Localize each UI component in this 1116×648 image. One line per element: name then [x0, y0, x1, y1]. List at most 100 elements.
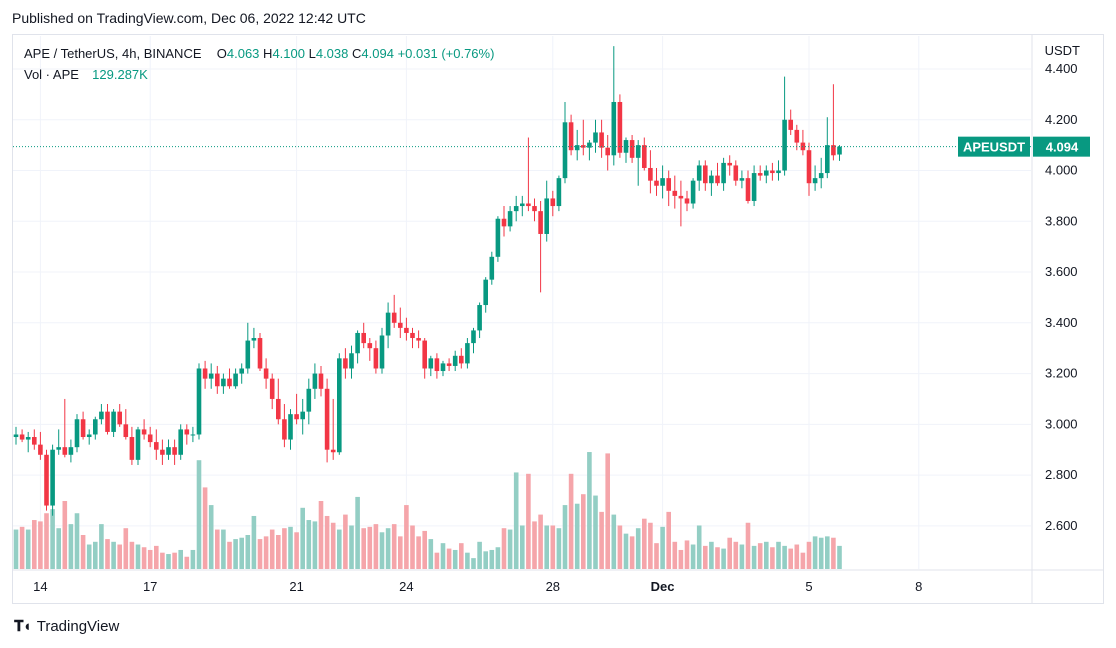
candle[interactable]: [215, 365, 220, 394]
candle[interactable]: [721, 157, 726, 191]
candle[interactable]: [709, 170, 714, 196]
candle[interactable]: [184, 424, 190, 445]
candle[interactable]: [422, 338, 427, 379]
candle[interactable]: [410, 327, 415, 349]
candle[interactable]: [507, 206, 513, 232]
candle[interactable]: [806, 142, 812, 196]
candle[interactable]: [684, 190, 690, 212]
candle[interactable]: [459, 348, 464, 369]
candle[interactable]: [629, 134, 635, 163]
candle[interactable]: [373, 340, 379, 374]
candle[interactable]: [562, 101, 568, 184]
candle[interactable]: [599, 119, 604, 158]
candle[interactable]: [367, 338, 373, 361]
candle[interactable]: [251, 327, 257, 349]
candle[interactable]: [86, 429, 92, 445]
candle[interactable]: [93, 416, 98, 440]
candle[interactable]: [13, 426, 19, 445]
candle[interactable]: [587, 140, 592, 161]
chart-frame[interactable]: [12, 34, 1104, 604]
candle[interactable]: [385, 302, 391, 349]
candle[interactable]: [837, 145, 842, 161]
candle[interactable]: [568, 114, 574, 156]
tradingview-logo[interactable]: 𝐓◖ TradingView: [14, 618, 119, 635]
candle[interactable]: [794, 124, 800, 151]
candle[interactable]: [123, 409, 129, 440]
candle[interactable]: [349, 345, 354, 379]
candle[interactable]: [99, 404, 104, 425]
candle[interactable]: [361, 322, 366, 349]
candle[interactable]: [111, 409, 116, 438]
candle[interactable]: [593, 119, 598, 153]
candle[interactable]: [294, 393, 299, 425]
volume-label[interactable]: Vol · APE: [24, 67, 79, 82]
candle[interactable]: [38, 431, 43, 460]
candle[interactable]: [398, 307, 403, 339]
candle[interactable]: [513, 195, 519, 222]
candle[interactable]: [276, 378, 281, 425]
candle[interactable]: [538, 200, 543, 293]
candle[interactable]: [782, 76, 787, 176]
candle[interactable]: [141, 419, 147, 440]
candle[interactable]: [550, 190, 556, 217]
candle[interactable]: [770, 162, 775, 181]
candle[interactable]: [703, 160, 708, 191]
candle[interactable]: [581, 119, 586, 156]
candle[interactable]: [208, 363, 214, 389]
candle[interactable]: [751, 165, 757, 207]
candle[interactable]: [135, 426, 141, 465]
candle[interactable]: [147, 426, 153, 448]
candle[interactable]: [739, 170, 745, 189]
candle[interactable]: [50, 444, 55, 516]
candle[interactable]: [477, 302, 482, 339]
candle[interactable]: [233, 368, 238, 389]
candle[interactable]: [312, 363, 318, 399]
candle[interactable]: [263, 358, 269, 389]
candle[interactable]: [105, 404, 110, 435]
candle[interactable]: [660, 165, 665, 199]
candle[interactable]: [654, 167, 659, 196]
candle[interactable]: [623, 137, 629, 163]
candle[interactable]: [745, 170, 751, 204]
candle[interactable]: [117, 404, 122, 427]
candle[interactable]: [642, 137, 647, 171]
candle[interactable]: [154, 429, 159, 460]
candle[interactable]: [605, 134, 610, 171]
candle[interactable]: [672, 175, 678, 209]
candle[interactable]: [635, 140, 641, 186]
candle[interactable]: [757, 165, 763, 181]
candle[interactable]: [68, 439, 74, 463]
candle[interactable]: [831, 84, 836, 161]
candle[interactable]: [129, 426, 135, 465]
candle[interactable]: [428, 355, 434, 377]
candle[interactable]: [221, 373, 226, 394]
candle[interactable]: [330, 398, 336, 460]
candle[interactable]: [733, 160, 739, 186]
candle[interactable]: [446, 358, 452, 372]
candle[interactable]: [160, 439, 165, 465]
candle[interactable]: [74, 414, 80, 453]
candle[interactable]: [556, 175, 562, 212]
candle[interactable]: [416, 330, 421, 349]
candle[interactable]: [678, 180, 684, 227]
candle[interactable]: [172, 439, 177, 465]
candle[interactable]: [495, 216, 501, 262]
candle[interactable]: [257, 332, 263, 372]
candle[interactable]: [324, 378, 330, 463]
candle[interactable]: [190, 426, 196, 443]
candle[interactable]: [434, 353, 440, 379]
candle[interactable]: [44, 449, 49, 511]
candle[interactable]: [379, 327, 385, 374]
candle[interactable]: [62, 398, 68, 458]
legend-symbol[interactable]: APE / TetherUS, 4h, BINANCE: [24, 46, 202, 61]
candle[interactable]: [501, 206, 507, 237]
candle[interactable]: [318, 365, 324, 397]
candle[interactable]: [166, 439, 171, 460]
candle[interactable]: [489, 251, 495, 285]
candle[interactable]: [202, 360, 208, 389]
candle[interactable]: [440, 360, 446, 377]
candle[interactable]: [288, 409, 293, 450]
candle[interactable]: [526, 137, 531, 212]
candle[interactable]: [196, 363, 202, 440]
candle[interactable]: [818, 157, 824, 189]
